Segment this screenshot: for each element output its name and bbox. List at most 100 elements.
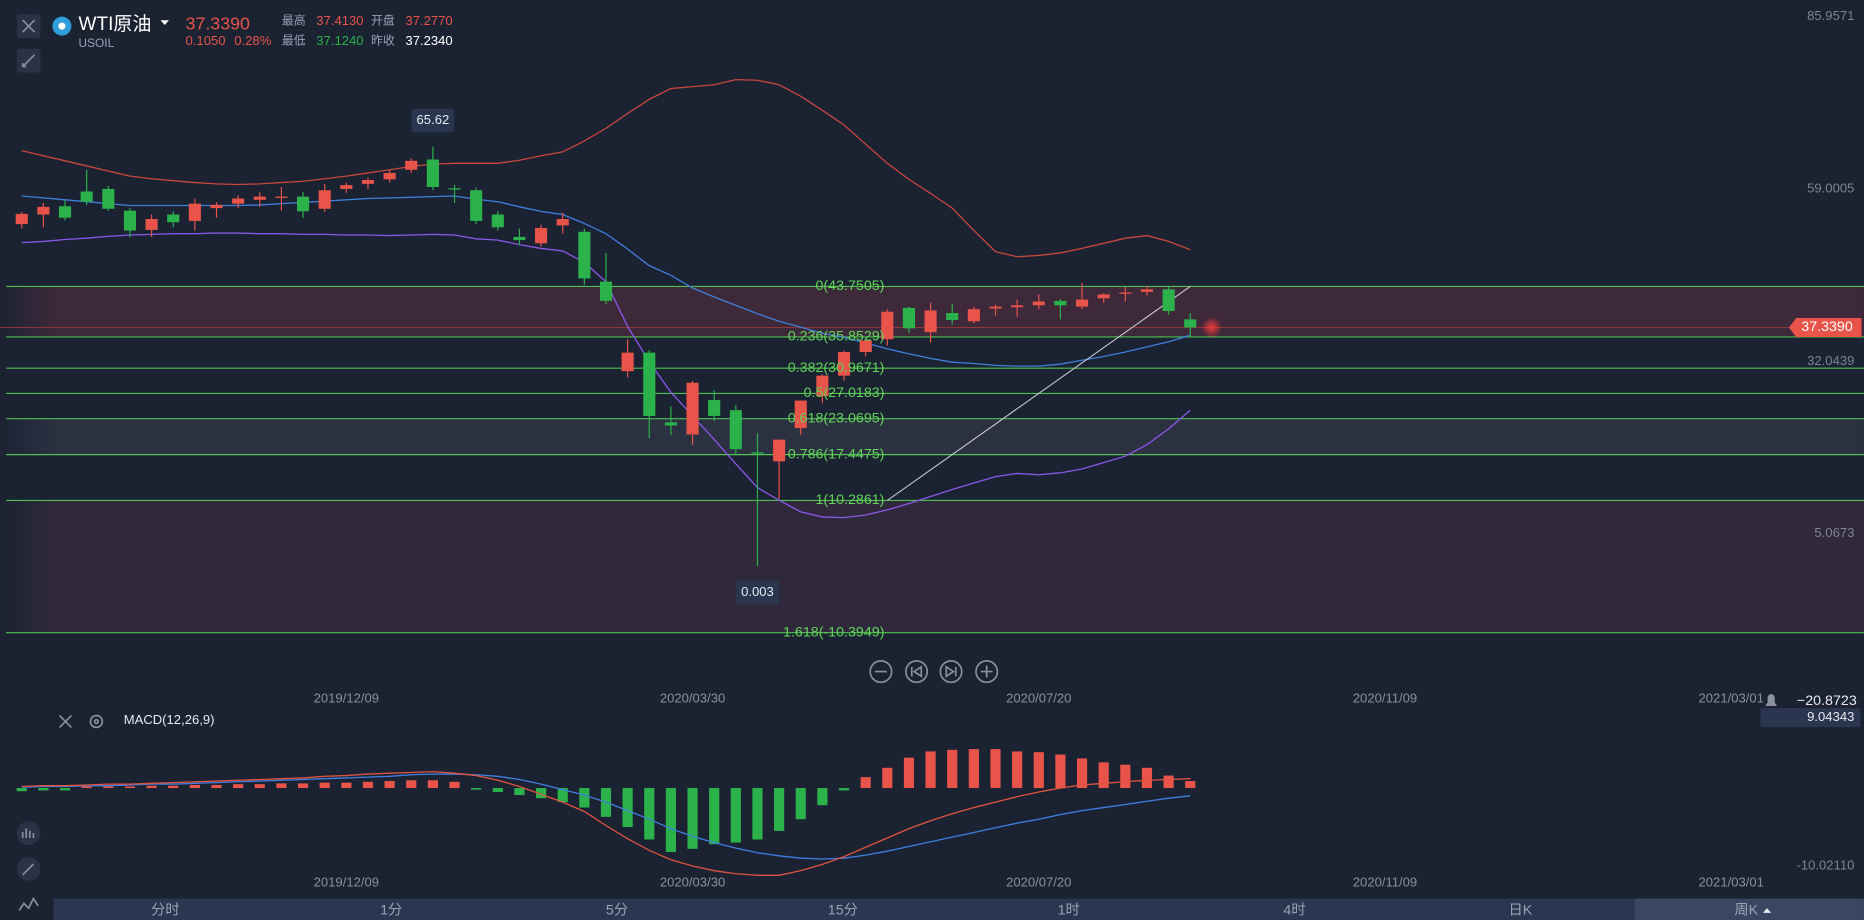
macd-bar (925, 751, 936, 789)
timeframe-tab[interactable]: 15分 (828, 901, 858, 918)
close-icon (22, 19, 36, 33)
high-label: 最高 (282, 14, 306, 28)
zoom-controls (869, 660, 999, 684)
candle-body (145, 218, 158, 230)
macd-close[interactable] (58, 714, 73, 729)
timeframe-tab[interactable]: 日K (1508, 902, 1532, 918)
symbol: USOIL (79, 36, 115, 50)
candle-body (729, 410, 742, 450)
fib-connector (886, 286, 1191, 501)
candle-body (102, 188, 115, 209)
date-tick-label: 2020/07/20 (1006, 690, 1071, 705)
fib-label: 0.618(23.0695) (788, 410, 885, 426)
candle-body (58, 206, 72, 218)
timeframe-tab[interactable]: 分时 (151, 901, 180, 918)
candle-body (881, 311, 894, 340)
macd-bar (687, 788, 698, 849)
candle-body (946, 312, 959, 321)
scroll-start[interactable] (905, 660, 929, 684)
scroll-end[interactable] (939, 660, 963, 684)
open-value: 37.2770 (405, 13, 452, 28)
timeframe-tab[interactable]: 4时 (1283, 901, 1305, 918)
last-glow (1200, 316, 1223, 339)
price-plot: 65.62 0.003 0(43.7505) 0.236(35.8529) 0.382(… (0, 8, 1864, 890)
open-label: 开盘 (371, 14, 395, 28)
macd-bar (665, 788, 677, 852)
candle-body (123, 210, 137, 231)
fib-label: 0.5(27.0183) (804, 385, 885, 401)
candle-body (643, 352, 656, 416)
fib-label: 0.786(17.4475) (788, 446, 885, 462)
macd-bar (59, 788, 71, 791)
active-tab[interactable] (1634, 898, 1864, 920)
candle-body (1097, 294, 1110, 299)
timeframe-tab[interactable]: 5分 (606, 901, 628, 918)
macd-bar (297, 783, 309, 789)
fib-label: 0(43.7505) (816, 278, 885, 294)
fib-label: 0.236(35.8529) (788, 329, 885, 345)
candle-body (340, 185, 353, 189)
chart-type-icon[interactable] (18, 896, 39, 911)
macd-bar (1185, 781, 1196, 789)
candle-body (188, 203, 201, 221)
instrument-name[interactable]: WTI原油 (79, 13, 152, 35)
macd-bar (103, 786, 114, 789)
timeframe-tab[interactable]: 1分 (380, 901, 402, 918)
macd-header: MACD(12,26,9) −20.8723 (58, 693, 1857, 729)
scroll-end-icon (945, 665, 957, 678)
left-fade (0, 0, 55, 690)
fib-label: 1.618(-10.3949) (783, 624, 884, 640)
macd-dea (21, 773, 1191, 860)
macd-bar (341, 782, 352, 789)
candle-body (556, 218, 569, 226)
macd-bar (233, 784, 244, 789)
indicator-tool[interactable] (16, 821, 41, 846)
side-tools (16, 821, 41, 911)
zoom-in[interactable] (975, 660, 999, 684)
macd-bar (709, 788, 720, 845)
last-price: 37.3390 (186, 14, 250, 34)
candle-body (989, 306, 1002, 309)
dropdown-caret[interactable] (160, 20, 169, 25)
macd-bar (427, 780, 438, 789)
max-annotation: 65.62 (417, 112, 450, 127)
price-tick-label: 32.0439 (1807, 353, 1854, 368)
timeframe-tab[interactable]: 周K (1734, 902, 1758, 918)
candle-body (318, 190, 331, 209)
macd-bar (730, 788, 741, 843)
date-tick-label: 2020/11/09 (1353, 875, 1417, 890)
macd-bar (254, 784, 265, 789)
alert-bell[interactable] (1765, 694, 1778, 707)
macd-bar (406, 780, 417, 789)
date-tick-label: 2021/03/01 (1699, 875, 1764, 890)
candle-body (902, 307, 916, 329)
candle-body (491, 214, 504, 228)
macd-bar (1076, 758, 1088, 789)
macd-bar (211, 784, 222, 789)
macd-bar (882, 767, 893, 789)
price-tag-label: 37.3390 (1801, 319, 1853, 335)
macd-bar (860, 777, 871, 789)
candle-body (167, 214, 180, 223)
macd-readout: −20.8723 (1797, 693, 1857, 709)
low-value: 37.1240 (316, 33, 363, 48)
upper-band (21, 78, 1191, 258)
candle-body (1162, 289, 1175, 312)
macd-settings[interactable] (89, 714, 104, 729)
candle-body (664, 422, 677, 426)
candle-body (253, 196, 266, 200)
date-tick-label: 2020/03/30 (660, 690, 725, 705)
macd-bar (817, 788, 828, 806)
date-tick-label: 2020/07/20 (1006, 875, 1071, 890)
fib-label: 1(10.2861) (816, 492, 885, 508)
candle-body (1184, 319, 1197, 328)
timeframe-tab[interactable]: 1时 (1058, 901, 1080, 918)
macd-bar (990, 749, 1001, 789)
high-value: 37.4130 (316, 13, 363, 28)
candle-body (448, 188, 461, 190)
macd-bar (1141, 767, 1153, 789)
zoom-out[interactable] (869, 660, 893, 684)
indicator-icon (21, 828, 35, 838)
candle-body (296, 196, 310, 212)
